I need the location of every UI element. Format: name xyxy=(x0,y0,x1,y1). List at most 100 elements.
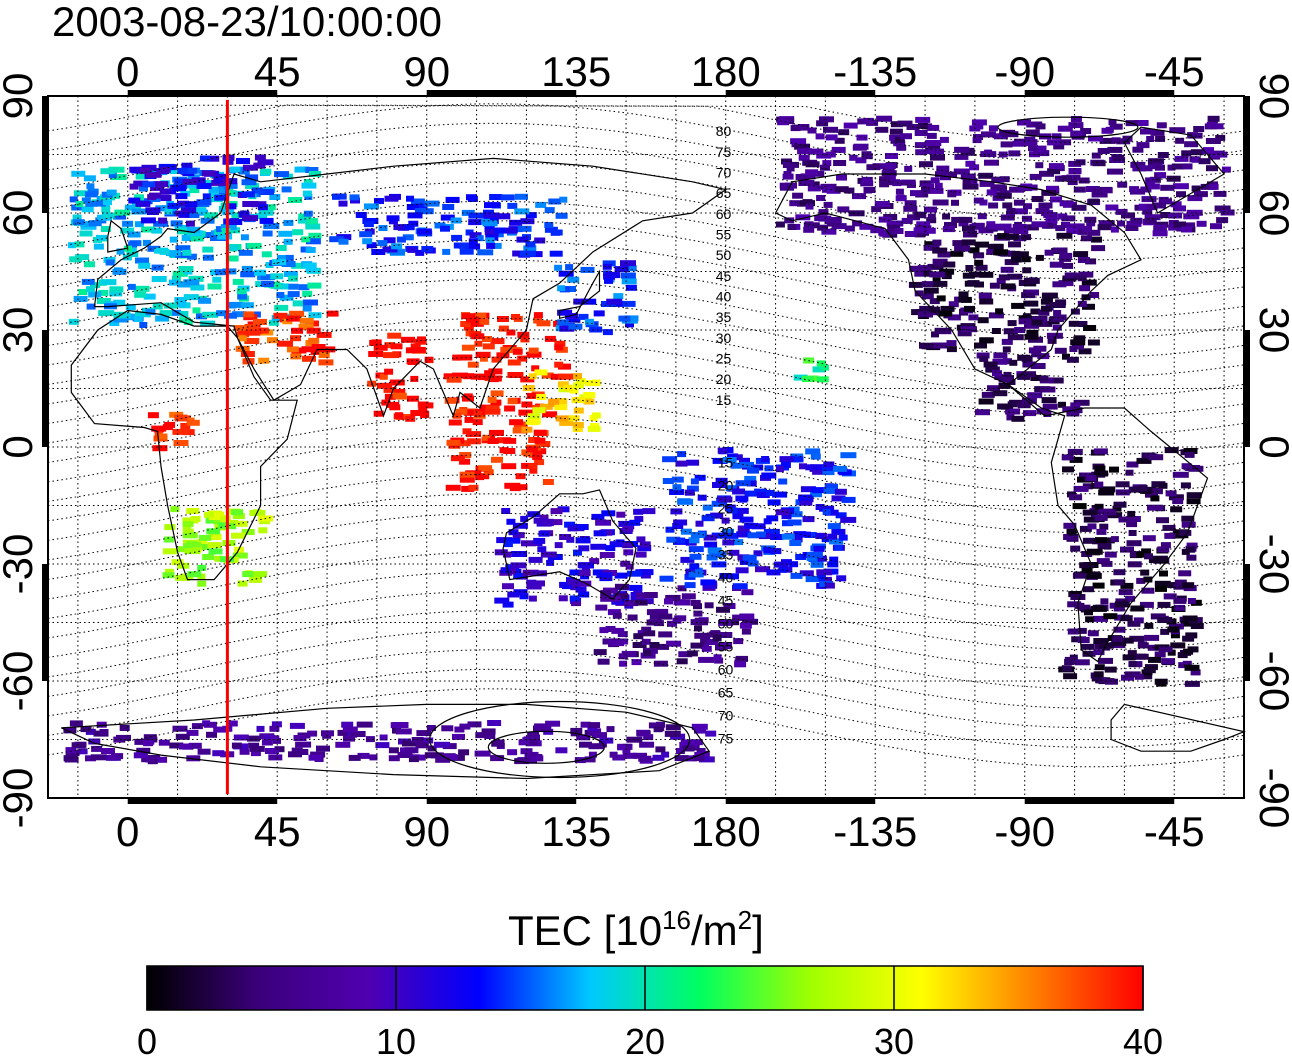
tec-pixel xyxy=(732,614,744,621)
contour-label: 35 xyxy=(718,547,734,563)
tec-pixel xyxy=(113,316,129,323)
tec-pixel xyxy=(717,447,728,454)
tec-pixel xyxy=(837,206,850,213)
tec-pixel xyxy=(735,495,749,502)
tec-pixel xyxy=(253,318,267,325)
tec-pixel xyxy=(178,266,194,272)
tec-pixel xyxy=(756,492,770,498)
tec-pixel xyxy=(1113,501,1127,508)
tec-pixel xyxy=(1001,403,1010,410)
tec-pixel xyxy=(1115,489,1130,496)
tec-pixel xyxy=(802,376,814,382)
tec-pixel xyxy=(415,742,429,749)
tec-pixel xyxy=(1139,601,1154,608)
tec-pixel xyxy=(231,532,245,539)
tec-pixel xyxy=(1041,292,1058,299)
tec-pixel xyxy=(1184,680,1200,687)
tec-pixel xyxy=(219,516,230,523)
tec-pixel xyxy=(823,487,837,494)
tec-pixel xyxy=(808,148,824,155)
tec-pixel xyxy=(998,376,1013,383)
tec-pixel xyxy=(164,568,174,575)
tec-pixel xyxy=(1053,143,1065,150)
tec-pixel xyxy=(953,168,970,175)
tec-pixel xyxy=(833,160,847,166)
tec-pixel xyxy=(1056,139,1072,146)
tec-pixel xyxy=(202,254,214,261)
tec-pixel xyxy=(1102,509,1117,516)
tec-pixel xyxy=(1068,320,1079,327)
tec-pixel xyxy=(1175,137,1185,144)
tec-pixel xyxy=(504,405,516,412)
tec-pixel xyxy=(512,532,525,539)
tec-pixel xyxy=(675,460,688,467)
tec-pixel xyxy=(781,513,792,520)
tec-pixel xyxy=(765,490,775,496)
tec-pixel xyxy=(813,545,825,552)
tec-pixel xyxy=(557,309,573,316)
tec-pixel xyxy=(119,725,130,731)
tec-pixel xyxy=(302,190,312,197)
tec-pixel xyxy=(602,260,616,267)
tec-pixel xyxy=(589,558,600,565)
tec-pixel xyxy=(810,491,823,498)
tec-pixel xyxy=(1209,183,1219,190)
tec-pixel xyxy=(268,754,283,761)
tec-pixel xyxy=(932,247,948,254)
tec-pixel xyxy=(1136,457,1152,464)
tec-pixel xyxy=(515,193,528,200)
tec-pixel xyxy=(1062,262,1074,269)
tec-pixel xyxy=(863,187,876,193)
coastline xyxy=(70,309,298,581)
tec-pixel xyxy=(420,402,434,409)
tec-pixel xyxy=(182,521,194,528)
tec-pixel xyxy=(975,241,990,248)
tec-pixel xyxy=(641,626,652,633)
tec-pixel xyxy=(1079,285,1091,292)
tec-pixel xyxy=(1143,667,1156,674)
tec-pixel xyxy=(81,206,94,213)
tec-pixel xyxy=(520,376,535,383)
tec-pixel xyxy=(182,249,192,256)
tec-pixel xyxy=(707,547,722,554)
tec-pixel xyxy=(895,188,904,195)
tec-pixel xyxy=(988,312,1004,319)
tec-pixel xyxy=(515,473,526,480)
tec-pixel xyxy=(100,279,117,286)
tec-pixel xyxy=(557,319,569,326)
tec-pixel xyxy=(1048,163,1064,170)
tec-pixel xyxy=(326,310,339,317)
tec-pixel xyxy=(108,166,125,173)
tec-pixel xyxy=(927,187,944,194)
tec-pixel xyxy=(1041,397,1057,404)
tec-pixel xyxy=(681,593,696,600)
tec-pixel xyxy=(775,221,785,228)
tec-pixel xyxy=(582,566,590,573)
tec-pixel xyxy=(1157,152,1169,158)
tec-pixel xyxy=(525,241,536,248)
tec-pixel xyxy=(835,186,849,193)
tec-pixel xyxy=(958,291,969,298)
tec-pixel xyxy=(954,153,969,160)
tec-pixel xyxy=(838,129,850,136)
tec-pixel xyxy=(518,739,530,746)
tec-pixel xyxy=(558,595,568,602)
tec-pixel xyxy=(751,523,766,530)
tec-pixel xyxy=(896,144,907,151)
tec-pixel xyxy=(689,563,700,570)
tec-pixel xyxy=(1190,149,1204,156)
tec-pixel xyxy=(1070,545,1081,552)
tec-pixel xyxy=(763,528,780,535)
tec-pixel xyxy=(1096,528,1107,535)
tec-pixel xyxy=(853,143,869,150)
tec-pixel xyxy=(1070,594,1086,600)
tec-pixel xyxy=(985,366,999,373)
tec-pixel xyxy=(1140,128,1155,135)
right-lat-tick-label: 0 xyxy=(1251,435,1292,458)
contour-line xyxy=(47,454,1245,534)
tec-pixel xyxy=(127,283,136,290)
tec-pixel xyxy=(826,187,841,194)
tec-pixel xyxy=(656,721,666,728)
tec-pixel xyxy=(507,749,518,756)
tec-pixel xyxy=(823,461,835,468)
